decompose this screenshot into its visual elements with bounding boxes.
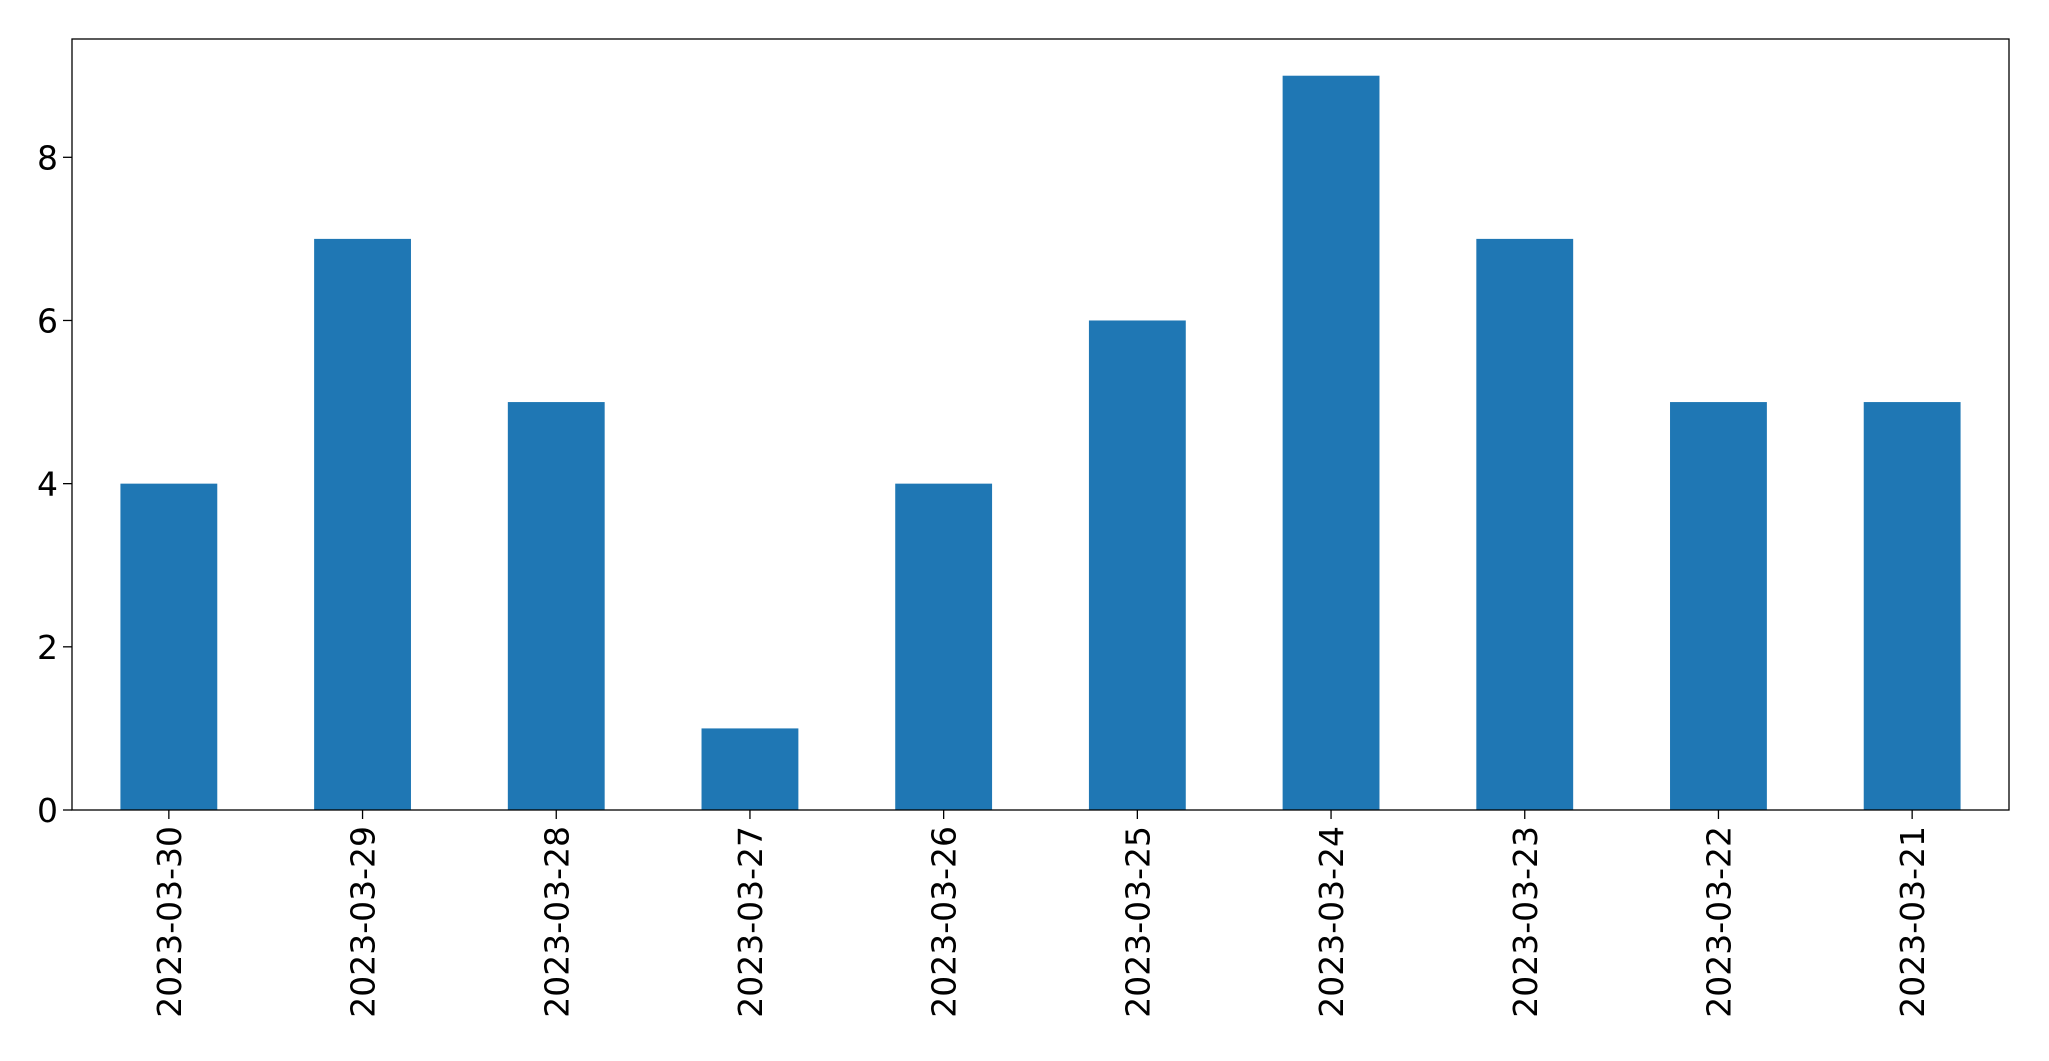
bar xyxy=(1088,320,1186,810)
x-tick-label: 2023-03-29 xyxy=(344,826,383,1018)
bar xyxy=(895,483,993,810)
x-tick-label: 2023-03-24 xyxy=(1312,826,1351,1018)
y-tick-label: 4 xyxy=(37,465,58,504)
bar xyxy=(314,238,411,810)
plot-frame xyxy=(71,38,2010,811)
bar xyxy=(1282,75,1380,810)
x-tick-label: 2023-03-27 xyxy=(731,826,770,1018)
x-tick-label: 2023-03-30 xyxy=(150,826,189,1018)
y-tick-label: 0 xyxy=(37,791,58,830)
x-tick-label: 2023-03-28 xyxy=(537,826,576,1018)
bar xyxy=(1670,402,1767,810)
y-tick-label: 8 xyxy=(37,138,58,177)
x-tick-label: 2023-03-25 xyxy=(1118,826,1157,1018)
bar xyxy=(1476,238,1574,810)
y-tick-label: 2 xyxy=(37,628,58,667)
bar xyxy=(507,402,605,810)
x-tick-label: 2023-03-22 xyxy=(1699,826,1738,1018)
bar xyxy=(1863,402,1961,810)
bar xyxy=(701,728,799,810)
x-tick-label: 2023-03-23 xyxy=(1506,826,1545,1018)
x-tick-label: 2023-03-21 xyxy=(1893,826,1932,1018)
y-tick-label: 6 xyxy=(37,301,58,340)
bar xyxy=(120,483,218,810)
x-tick-label: 2023-03-26 xyxy=(925,826,964,1018)
